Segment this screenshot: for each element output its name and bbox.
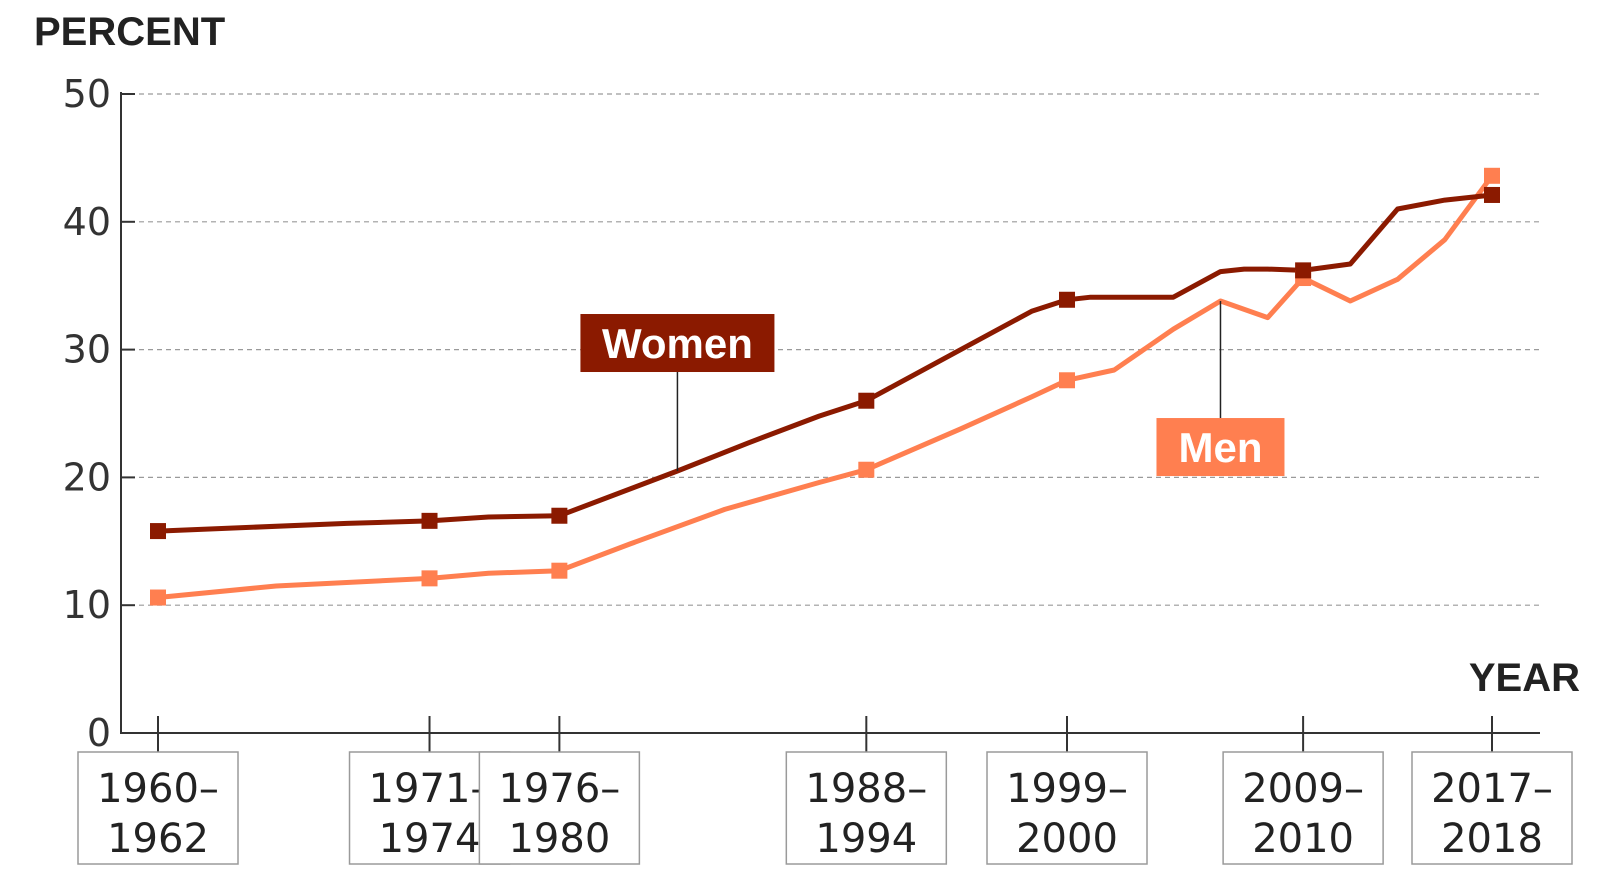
series-label-box [1156, 418, 1285, 477]
data-point-women [150, 523, 166, 540]
y-tick-label: 50 [63, 72, 111, 116]
y-tick-labels: 0 10 20 30 40 50 [63, 72, 111, 755]
x-category-box [77, 751, 239, 865]
data-point-men [1484, 167, 1500, 184]
y-tick-label: 40 [63, 200, 111, 244]
x-category-label-line2: 2010 [1252, 816, 1354, 862]
x-axis-title: YEAR [1469, 656, 1580, 700]
x-category-label-line1: 2017– [1431, 766, 1553, 812]
x-category-label-line1: 2009– [1242, 766, 1364, 812]
y-axis-title: PERCENT [34, 10, 225, 54]
data-point-men [421, 570, 438, 587]
data-series [150, 167, 1500, 606]
series-label-women: Women [602, 320, 753, 367]
data-point-men [551, 562, 568, 579]
x-category-label-line1: 1971– [369, 766, 491, 812]
series-line-women [155, 192, 1495, 534]
y-tick-label: 0 [87, 711, 111, 755]
x-category-label-line2: 1962 [107, 816, 209, 862]
data-point-men [150, 589, 166, 606]
data-point-women [1295, 262, 1312, 279]
x-category-label-line2: 2018 [1441, 816, 1543, 862]
x-category-box [1411, 751, 1573, 865]
data-point-women [1059, 291, 1076, 308]
data-point-men [858, 461, 875, 478]
series-labels: Women Men [580, 301, 1285, 477]
x-category-box [478, 751, 641, 865]
grid-lines [121, 93, 1540, 734]
x-category-label-line1: 1999– [1006, 766, 1128, 812]
x-category-box [986, 751, 1148, 865]
series-line-men [155, 173, 1495, 600]
series-label-box [580, 314, 775, 373]
x-category-label-line1: 1976– [498, 766, 620, 812]
y-tick-label: 30 [63, 328, 111, 372]
x-category-label-line2: 2000 [1016, 816, 1118, 862]
data-point-men [1059, 372, 1076, 389]
data-point-women [551, 507, 568, 524]
data-point-women [421, 512, 438, 529]
series-label-men: Men [1178, 424, 1262, 471]
x-category-box [785, 751, 948, 865]
x-category-label-line2: 1994 [815, 816, 917, 862]
x-category-label-line1: 1988– [805, 766, 927, 812]
data-point-women [858, 392, 875, 409]
x-category-label-line1: 1960– [97, 766, 219, 812]
x-category-label-line2: 1974 [379, 816, 481, 862]
y-tick-label: 10 [63, 583, 111, 627]
y-tick-label: 20 [63, 455, 111, 499]
x-category-label-line2: 1980 [508, 816, 610, 862]
data-point-women [1484, 186, 1500, 203]
x-category-box [1222, 751, 1384, 865]
x-category-labels: 1960–1962 1971–1974 1976–1980 1988–1994 1999… [77, 716, 1573, 865]
